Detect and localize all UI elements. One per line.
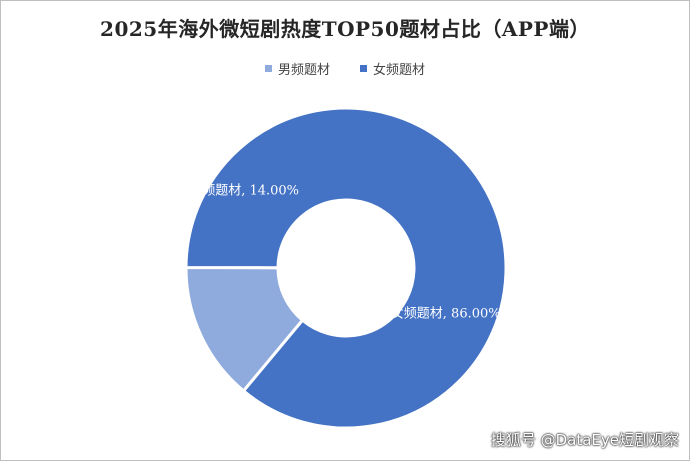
watermark: 搜狐号 @DataEye短剧观察 [490, 431, 679, 449]
legend-item-female: 女频题材 [360, 59, 425, 78]
data-label-male: 男频题材, 14.00% [189, 183, 299, 198]
legend-label-female: 女频题材 [373, 63, 426, 78]
legend-swatch-male [264, 65, 272, 72]
chart-legend: 男频题材 女频题材 [1, 59, 689, 78]
slice-male [184, 265, 305, 394]
data-label-female: 女频题材, 86.00% [391, 306, 501, 322]
legend-item-male: 男频题材 [264, 59, 330, 78]
chart-title: 2025年海外微短剧热度TOP50题材占比（APP端） [100, 17, 590, 41]
slice-female [184, 106, 508, 430]
legend-label-male: 男频题材 [277, 63, 330, 78]
legend-swatch-female [360, 65, 367, 72]
